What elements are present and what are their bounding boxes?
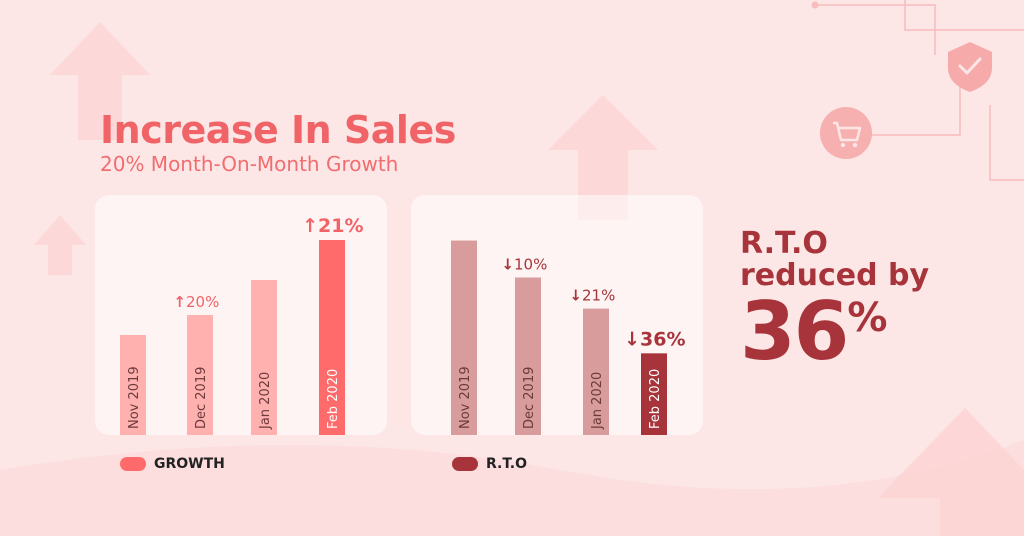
change-annotation: ↑ 21% [302,215,363,237]
category-label: Nov 2019 [127,366,142,429]
rto-callout-line1: R.T.O [740,226,828,261]
category-label: Jan 2020 [590,372,605,430]
change-value: 10% [514,256,547,274]
change-value: 36% [640,328,685,350]
shield-check-icon [948,42,992,92]
category-label: Dec 2019 [194,367,209,429]
rto-callout-line2: reduced by [740,258,930,293]
up-arrow-icon [34,215,86,275]
rto-legend: R.T.O [452,456,527,472]
chart-title: Increase In Sales [100,108,456,152]
change-value: 21% [582,287,615,305]
up-arrow-icon [878,408,1024,536]
bar-jan-2020 [583,308,609,435]
growth-chart-card: Nov 2019 Dec 2019 ↑ 20% Jan 2020 Feb 2020 ↑ 21% [95,195,387,435]
bar-nov-2019 [451,240,477,435]
bar-nov-2019 [120,335,146,435]
down-arrow-icon: ↓ [624,328,640,350]
category-label: Feb 2020 [648,369,663,429]
shopping-cart-icon [820,107,872,159]
bar-dec-2019 [187,315,213,435]
change-annotation: ↓ 10% [501,256,547,274]
up-arrow-icon [50,22,150,140]
rto-callout-percent: % [847,295,888,341]
growth-legend-label: GROWTH [154,456,225,472]
rto-callout-number: 36 [740,285,849,378]
bar-feb-2020 [319,240,345,435]
rto-bar-chart: Nov 2019 Dec 2019↓ 10%Jan 2020↓ 21%Feb 2020… [451,240,685,435]
growth-bar-chart: Nov 2019 Dec 2019↑ 20%Jan 2020 Feb 2020↑ 21% [120,215,363,435]
chart-subtitle: 20% Month-On-Month Growth [100,152,399,176]
bar-feb-2020 [641,353,667,435]
rto-callout-value: 36% [740,285,887,378]
bar-dec-2019 [515,277,541,435]
category-label: Feb 2020 [326,369,341,429]
down-arrow-icon: ↓ [501,256,514,274]
category-label: Nov 2019 [458,366,473,429]
rto-chart-card: Nov 2019 Dec 2019 ↓ 10% Jan 2020 ↓ 21% Feb 2020… [411,195,703,435]
category-label: Dec 2019 [522,367,537,429]
rto-legend-swatch [452,457,478,471]
up-arrow-icon: ↑ [302,215,318,237]
growth-legend: GROWTH [120,456,225,472]
rto-legend-label: R.T.O [486,456,528,472]
category-label: Jan 2020 [258,372,273,430]
down-arrow-icon: ↓ [569,287,582,305]
up-arrow-icon [548,95,658,220]
bar-jan-2020 [251,280,277,435]
change-value: 21% [318,215,363,237]
change-annotation: ↓ 21% [569,287,615,305]
change-value: 20% [186,293,219,311]
growth-legend-swatch [120,457,146,471]
change-annotation: ↑ 20% [173,293,219,311]
change-annotation: ↓ 36% [624,328,685,350]
up-arrow-icon: ↑ [173,293,186,311]
